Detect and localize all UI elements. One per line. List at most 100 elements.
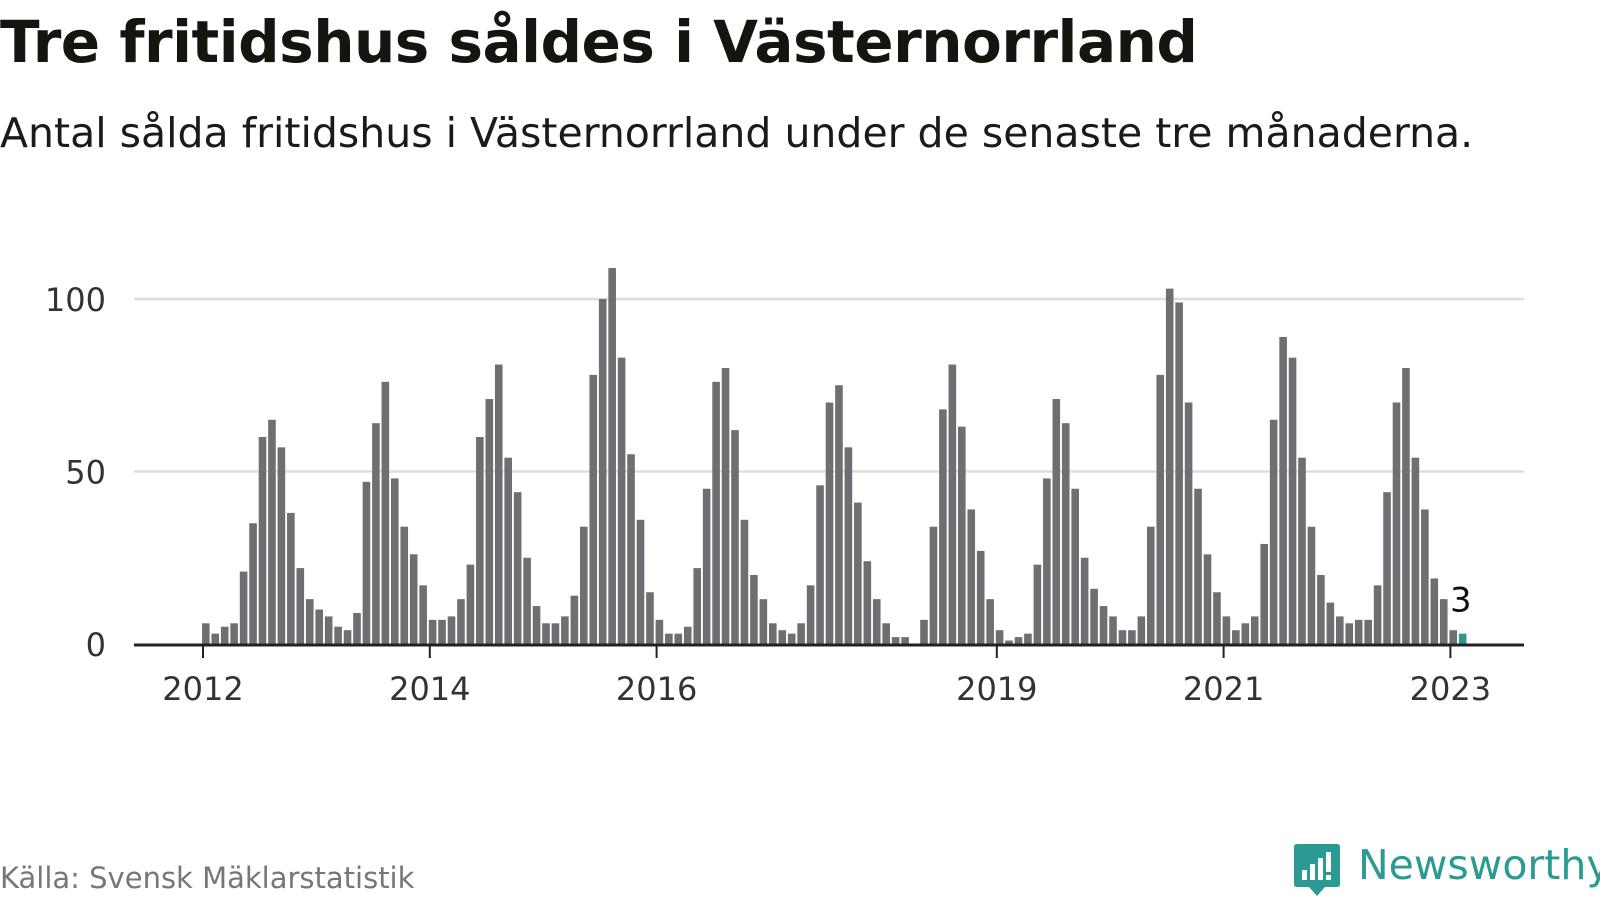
bar [1090, 588, 1098, 644]
bar [1033, 564, 1042, 644]
bar [1345, 623, 1354, 644]
bar [1156, 374, 1165, 644]
bar [1099, 606, 1108, 644]
axes [134, 643, 1524, 658]
bar [1232, 630, 1240, 644]
bar [882, 623, 890, 644]
bar [1080, 557, 1089, 644]
bar [967, 509, 976, 644]
bar [438, 619, 446, 644]
bar [1250, 616, 1259, 644]
bar [409, 554, 418, 644]
bar [1241, 623, 1250, 644]
bar [1222, 616, 1231, 644]
bar [617, 357, 626, 644]
bar [948, 364, 957, 644]
bar [1184, 402, 1193, 644]
chart-title: Tre fritidshus såldes i Västernorrland [0, 8, 1198, 76]
y-tick-label: 0 [86, 626, 106, 664]
bar [891, 637, 900, 644]
bar [305, 599, 314, 644]
x-tick-label: 2012 [162, 670, 243, 708]
bar [995, 630, 1004, 644]
bar [1430, 578, 1439, 644]
bar [1071, 488, 1079, 644]
bar [872, 599, 881, 644]
bar [1373, 585, 1382, 644]
bar [485, 399, 494, 644]
bar [296, 568, 305, 644]
bar [230, 623, 238, 644]
bar [693, 568, 701, 644]
bar [1439, 599, 1448, 644]
bar [1279, 336, 1287, 644]
newsworthy-logo-icon [1294, 844, 1340, 896]
bar [1269, 419, 1278, 644]
brand-logo-block: Newsworthy [1292, 840, 1600, 900]
bar [1213, 592, 1221, 644]
bar [825, 402, 834, 644]
bar [646, 592, 654, 644]
bar [665, 633, 673, 644]
bar [287, 512, 295, 644]
bar [759, 599, 768, 644]
chart-subtitle: Antal sålda fritidshus i Västernorrland … [0, 109, 1474, 157]
bar [457, 599, 465, 644]
x-tick-label: 2016 [616, 670, 697, 708]
bar [835, 385, 843, 644]
bar [580, 526, 588, 644]
y-tick-label: 50 [65, 454, 106, 492]
bar [787, 633, 796, 644]
bars [202, 267, 1467, 644]
bar [1260, 543, 1268, 644]
bar [494, 364, 503, 644]
x-tick-label: 2019 [956, 670, 1037, 708]
bar [1449, 630, 1457, 644]
bar [419, 585, 427, 644]
bar [1147, 526, 1155, 644]
bar [551, 623, 560, 644]
bar [362, 481, 371, 644]
bar [674, 633, 683, 644]
bar [513, 492, 522, 644]
bar [372, 423, 380, 644]
bar [608, 267, 616, 644]
bar [211, 633, 220, 644]
bar [920, 619, 928, 644]
value-label: 3 [1450, 581, 1472, 621]
bar [1061, 423, 1070, 644]
bar [1043, 478, 1051, 644]
bar [740, 519, 749, 644]
bar [353, 612, 361, 644]
x-tick-label: 2023 [1410, 670, 1491, 708]
bar [702, 488, 711, 644]
bar-highlight [1458, 633, 1467, 644]
labels: 0 50 100 2012 2014 2016 2019 2021 2023 3 [45, 281, 1491, 708]
bar [750, 575, 758, 644]
bar [1383, 492, 1391, 644]
bar [258, 437, 267, 644]
bar [806, 585, 815, 644]
bar [976, 550, 985, 644]
bar [958, 426, 966, 644]
bar [863, 561, 872, 644]
bar [1137, 616, 1146, 644]
bar [986, 599, 994, 644]
bar [598, 299, 607, 644]
bar [447, 616, 456, 644]
bar [391, 478, 399, 644]
bar [929, 526, 938, 644]
bar [683, 626, 692, 644]
bar [1194, 488, 1202, 644]
bar [1165, 288, 1174, 644]
bar [589, 374, 598, 644]
bar [816, 485, 824, 644]
bar [731, 430, 739, 644]
bar [343, 630, 352, 644]
bar [636, 519, 645, 644]
bar [797, 623, 805, 644]
bar [466, 564, 475, 644]
bar [315, 609, 323, 644]
bar [778, 630, 787, 644]
